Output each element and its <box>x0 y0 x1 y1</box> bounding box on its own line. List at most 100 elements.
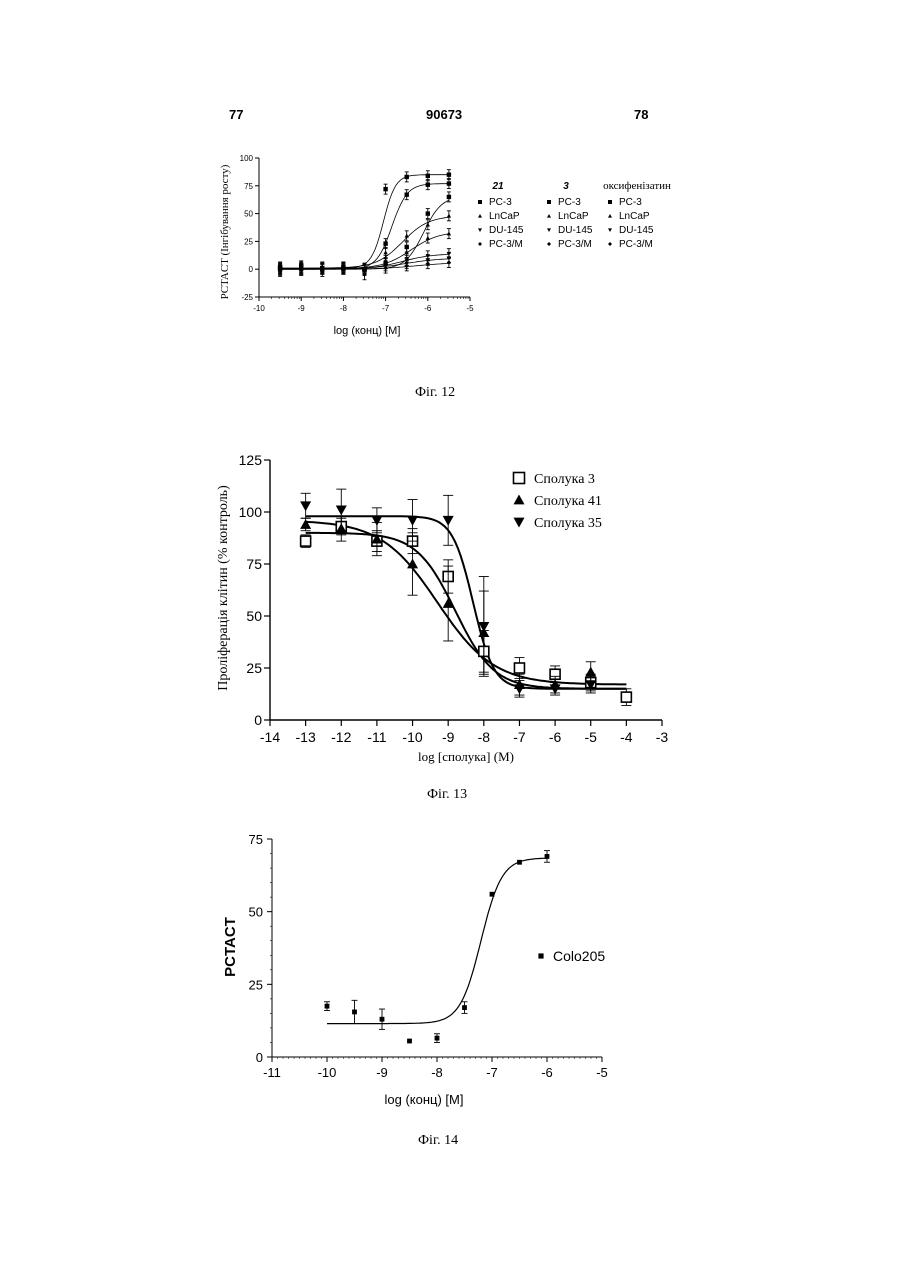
data-point <box>325 1004 330 1009</box>
data-point <box>621 692 631 702</box>
document-number: 90673 <box>426 107 462 122</box>
legend: 21 PC-3 LnCaP DU-145 PC-3/M 3 PC-3 LnCaP DU-145 P… <box>478 180 671 250</box>
x-tick-label: -10 <box>318 1065 337 1080</box>
data-point <box>383 241 387 245</box>
legend-marker <box>608 228 612 232</box>
fit-curve <box>280 217 449 268</box>
legend-label: PC-3 <box>489 197 512 208</box>
x-tick-label: -6 <box>424 304 432 313</box>
y-axis-label: PCTACT <box>222 917 239 977</box>
x-tick-label: -8 <box>431 1065 443 1080</box>
fit-curve <box>280 200 449 269</box>
y-tick-label: 50 <box>246 608 262 624</box>
legend-label: DU-145 <box>558 225 593 236</box>
x-tick-label: -8 <box>478 729 491 745</box>
y-tick-label: 75 <box>244 182 253 191</box>
legend-marker <box>478 200 482 204</box>
x-tick-label: -9 <box>442 729 455 745</box>
fit-curve <box>306 516 627 689</box>
legend-label: Сполука 35 <box>534 516 602 531</box>
x-tick-label: -6 <box>549 729 562 745</box>
y-tick-label: 50 <box>249 905 263 920</box>
data-point <box>383 187 387 191</box>
data-point <box>447 231 451 235</box>
legend-label: PC-3 <box>619 197 642 208</box>
data-point <box>336 506 347 516</box>
x-tick-label: -4 <box>620 729 633 745</box>
y-tick-label: 0 <box>256 1050 263 1065</box>
y-tick-label: 25 <box>246 660 262 676</box>
legend-marker <box>514 473 525 484</box>
data-point <box>585 667 596 677</box>
legend-marker <box>547 242 551 246</box>
data-point <box>447 181 451 185</box>
data-point <box>407 516 418 526</box>
data-point <box>405 264 409 268</box>
data-point <box>405 234 409 238</box>
data-point <box>447 214 451 218</box>
legend-label: LnCaP <box>619 211 650 222</box>
legend-marker <box>608 200 612 204</box>
data-point <box>514 684 525 694</box>
legend-label: DU-145 <box>619 225 654 236</box>
y-tick-label: 100 <box>240 154 254 163</box>
figure-caption-12: Фіг. 12 <box>415 385 455 401</box>
data-point <box>447 260 451 264</box>
legend-group-header: оксифенізатин <box>603 180 671 192</box>
legend-label: PC-3/M <box>619 239 653 250</box>
y-axis-label: Проліферація клітин (% контроль) <box>216 485 231 691</box>
legend-marker <box>478 242 482 246</box>
x-tick-label: -12 <box>331 729 351 745</box>
y-tick-label: 0 <box>254 712 262 728</box>
y-tick-label: 0 <box>249 265 254 274</box>
legend-marker <box>608 214 612 218</box>
figure-caption-14: Фіг. 14 <box>418 1133 458 1149</box>
x-tick-label: -7 <box>382 304 390 313</box>
data-point <box>405 175 409 179</box>
legend-label: Сполука 3 <box>534 472 595 487</box>
y-tick-label: 25 <box>244 237 253 246</box>
x-axis-label: log (конц) [M] <box>385 1092 464 1107</box>
data-point <box>447 195 451 199</box>
x-tick-label: -3 <box>656 729 669 745</box>
fit-curve <box>280 175 449 268</box>
legend: Сполука 3Сполука 41Сполука 35 <box>514 472 602 531</box>
x-tick-label: -7 <box>513 729 526 745</box>
data-point <box>426 236 430 240</box>
legend-label: Colo205 <box>553 948 605 964</box>
data-point <box>380 1017 385 1022</box>
x-tick-label: -13 <box>296 729 316 745</box>
data-point <box>435 1036 440 1041</box>
data-point <box>405 192 409 196</box>
figure-caption-13: Фіг. 13 <box>427 787 467 803</box>
data-point <box>352 1010 357 1015</box>
legend-marker <box>547 200 551 204</box>
x-tick-label: -10 <box>402 729 422 745</box>
page-number-left: 77 <box>229 107 243 122</box>
chart-fig13: 0255075100125-14-13-12-11-10-9-8-7-6-5-4… <box>0 445 901 785</box>
x-tick-label: -5 <box>585 729 598 745</box>
x-tick-label: -8 <box>340 304 348 313</box>
legend-group-header: 21 <box>491 181 504 192</box>
legend-marker <box>547 228 551 232</box>
data-point <box>383 250 387 254</box>
x-axis-label: log [сполука] (M) <box>418 749 514 764</box>
x-tick-label: -14 <box>260 729 280 745</box>
data-point <box>300 519 311 529</box>
data-point <box>407 1039 412 1044</box>
x-tick-label: -5 <box>466 304 474 313</box>
data-point <box>447 172 451 176</box>
legend-group-header: 3 <box>563 181 569 192</box>
x-tick-label: -9 <box>298 304 306 313</box>
legend-label: PC-3/M <box>489 239 523 250</box>
legend-marker <box>514 495 525 505</box>
legend: Colo205 <box>538 948 605 964</box>
data-point <box>545 854 550 859</box>
fit-curve <box>306 522 627 685</box>
legend-label: LnCaP <box>489 211 520 222</box>
x-tick-label: -11 <box>367 729 386 745</box>
y-tick-label: 50 <box>244 210 253 219</box>
data-point <box>490 892 495 897</box>
x-tick-label: -10 <box>253 304 265 313</box>
x-tick-label: -5 <box>596 1065 608 1080</box>
